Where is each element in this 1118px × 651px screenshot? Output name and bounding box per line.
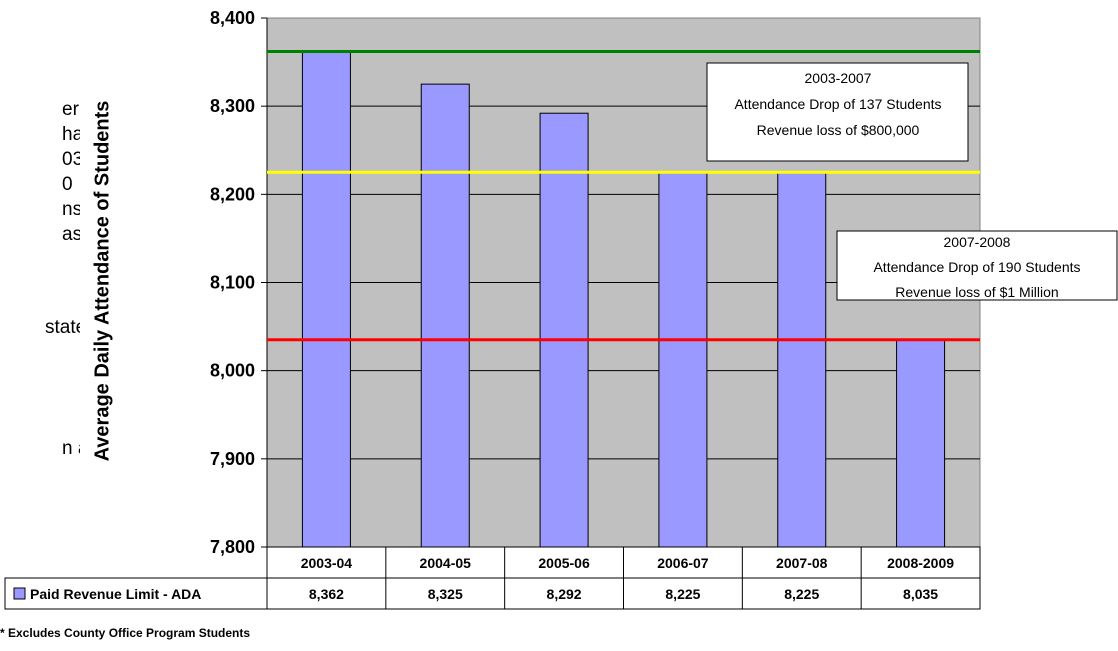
annotation-box bbox=[836, 230, 1118, 301]
legend-label: Paid Revenue Limit - ADA bbox=[30, 586, 201, 602]
side-text-panel: er of has 03, 0 ns ast state n a bbox=[0, 0, 80, 500]
bar bbox=[301, 51, 351, 548]
footnote: * Excludes County Office Program Student… bbox=[0, 626, 251, 640]
side-text-fragment: has bbox=[62, 124, 80, 145]
y-tick-label: 7,800 bbox=[210, 537, 255, 557]
side-text-fragment: ast bbox=[62, 224, 80, 245]
side-text-fragment: 03, bbox=[62, 149, 80, 170]
annotation-text: 2003-2007 bbox=[805, 70, 872, 86]
y-tick-label: 8,300 bbox=[210, 96, 255, 116]
x-category-label: 2005-06 bbox=[538, 555, 590, 571]
annotation-text: 2007-2008 bbox=[944, 234, 1011, 250]
x-category-label: 2007-08 bbox=[776, 555, 828, 571]
annotation-text: Revenue loss of $800,000 bbox=[757, 122, 920, 138]
data-value-label: 8,225 bbox=[784, 586, 819, 602]
y-tick-label: 8,100 bbox=[210, 273, 255, 293]
bar bbox=[420, 83, 470, 548]
annotation-text: Revenue loss of $1 Million bbox=[895, 284, 1058, 300]
data-value-label: 8,035 bbox=[903, 586, 938, 602]
annotation-text: Attendance Drop of 137 Students bbox=[734, 96, 941, 112]
legend-swatch bbox=[13, 587, 26, 600]
x-category-label: 2003-04 bbox=[301, 555, 353, 571]
side-text-fragment: 0 bbox=[62, 174, 73, 195]
bar bbox=[658, 171, 708, 548]
annotation-text: Attendance Drop of 190 Students bbox=[873, 259, 1080, 275]
x-category-label: 2006-07 bbox=[657, 555, 709, 571]
value-row bbox=[4, 577, 981, 610]
bar bbox=[539, 112, 589, 548]
bar bbox=[896, 339, 946, 548]
side-text-fragment: ns bbox=[62, 199, 80, 220]
side-text-fragment: n a bbox=[62, 438, 80, 459]
annotation-box bbox=[706, 62, 969, 162]
side-text-fragment: state bbox=[45, 317, 80, 338]
y-tick-label: 8,000 bbox=[210, 361, 255, 381]
data-value-label: 8,325 bbox=[428, 586, 463, 602]
data-value-label: 8,362 bbox=[309, 586, 344, 602]
y-tick-label: 8,200 bbox=[210, 184, 255, 204]
bar bbox=[777, 171, 827, 548]
x-category-label: 2004-05 bbox=[420, 555, 472, 571]
data-value-label: 8,225 bbox=[665, 586, 700, 602]
x-category-label: 2008-2009 bbox=[887, 555, 954, 571]
data-value-label: 8,292 bbox=[547, 586, 582, 602]
y-tick-label: 7,900 bbox=[210, 449, 255, 469]
y-tick-label: 8,400 bbox=[210, 8, 255, 28]
side-text-fragment: er of bbox=[62, 99, 80, 120]
